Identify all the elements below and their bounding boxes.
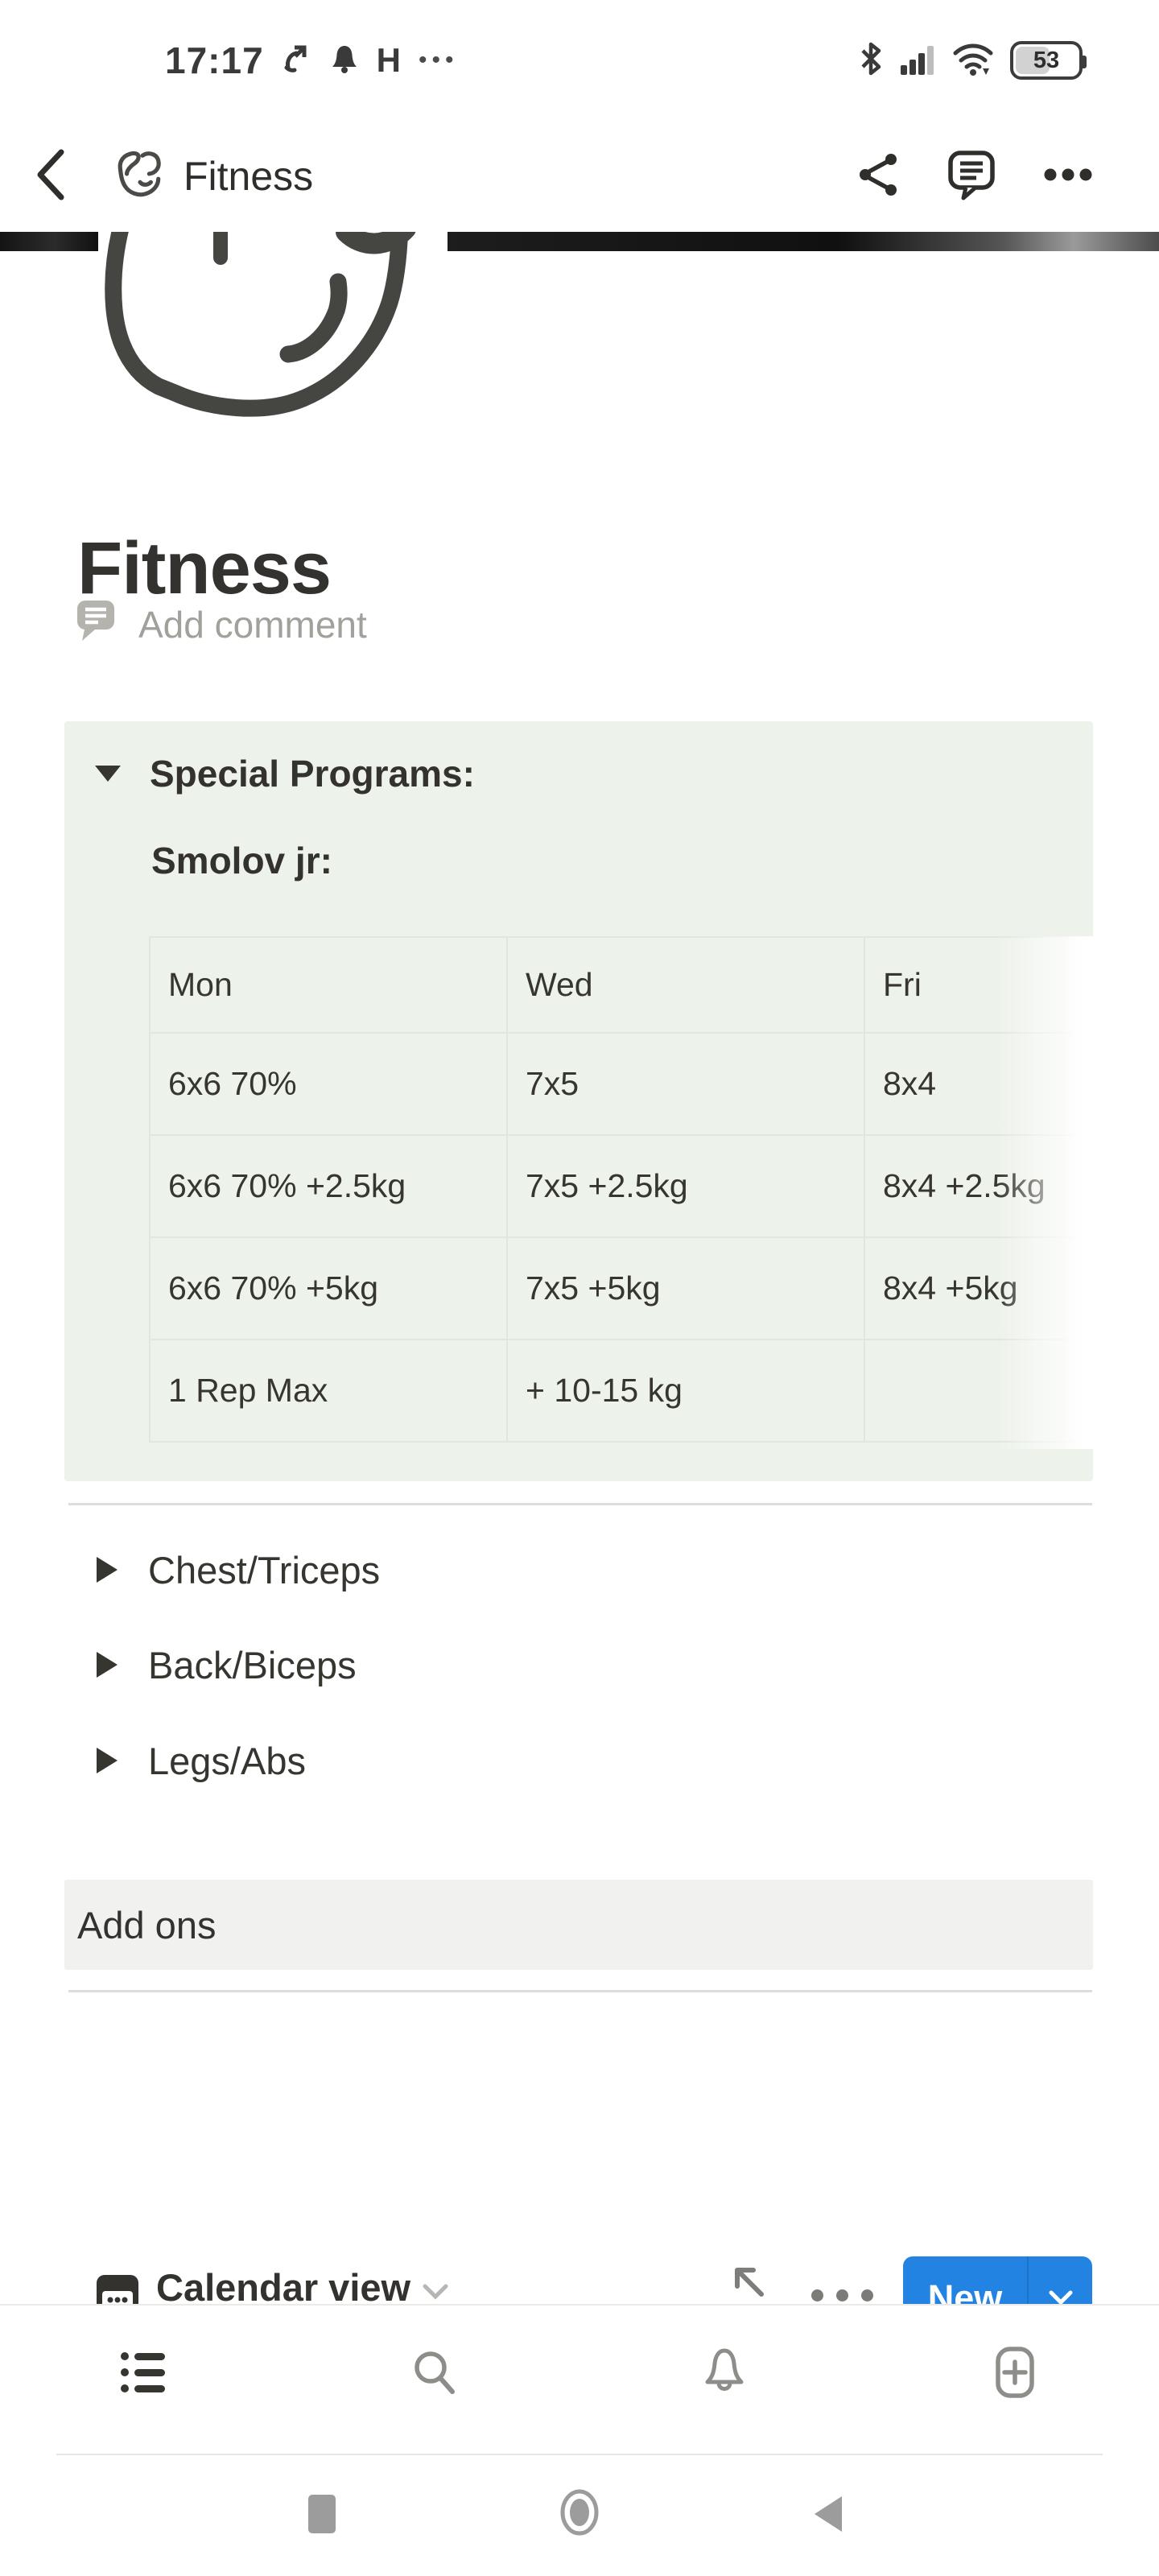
call-forward-icon — [282, 43, 312, 78]
cover-image-right — [448, 232, 1159, 251]
table-cell[interactable]: 7x5 +5kg — [506, 1236, 865, 1340]
toggle-back-biceps[interactable]: Back/Biceps — [68, 1636, 1092, 1694]
special-programs-toggle[interactable]: Special Programs: — [95, 752, 475, 795]
toggle-closed-icon[interactable] — [97, 1748, 118, 1773]
table-row: 6x6 70% +2.5kg 7x5 +2.5kg 8x4 +2.5kg — [149, 1134, 1093, 1238]
page-muscle-icon — [113, 148, 166, 205]
divider — [56, 2454, 1103, 2455]
table-col-mon[interactable]: Mon — [149, 936, 508, 1034]
table-row: 1 Rep Max + 10-15 kg — [149, 1339, 1093, 1443]
recents-button[interactable] — [308, 2495, 336, 2533]
table-cell[interactable]: 6x6 70% — [149, 1032, 508, 1136]
divider — [68, 1990, 1092, 1992]
table-cell[interactable]: 6x6 70% +5kg — [149, 1236, 508, 1340]
new-button-label[interactable]: New — [927, 2277, 1003, 2304]
table-col-wed[interactable]: Wed — [506, 936, 865, 1034]
alarm-bell-icon — [330, 43, 359, 79]
table-cell[interactable]: 7x5 +2.5kg — [506, 1134, 865, 1238]
signal-strength-icon — [899, 41, 936, 80]
toggle-closed-icon[interactable] — [97, 1557, 118, 1583]
add-comment-button[interactable]: Add comment — [74, 597, 367, 651]
android-navigation-bar — [0, 2455, 1159, 2576]
calendar-icon — [95, 2273, 140, 2304]
back-nav-button[interactable] — [815, 2496, 842, 2532]
bluetooth-icon — [859, 41, 883, 80]
status-more-icon: ••• — [419, 47, 459, 73]
top-nav-bar: Fitness — [0, 121, 1159, 232]
table-header-row: Mon Wed Fri — [149, 936, 1093, 1034]
divider — [68, 1503, 1092, 1505]
toggle-closed-icon[interactable] — [97, 1652, 118, 1678]
new-button[interactable]: New — [903, 2256, 1092, 2304]
view-options-icon[interactable] — [811, 2289, 873, 2301]
comments-icon[interactable] — [947, 149, 996, 204]
toggle-legs-abs[interactable]: Legs/Abs — [68, 1732, 1092, 1790]
notifications-bell-icon[interactable] — [698, 2346, 751, 2399]
view-name[interactable]: Calendar view — [156, 2266, 411, 2304]
page-title[interactable]: Fitness — [77, 526, 332, 609]
cover-image-left — [0, 232, 98, 251]
add-comment-label: Add comment — [138, 603, 367, 646]
add-ons-block[interactable]: Add ons — [64, 1880, 1093, 1970]
comment-bubble-icon — [74, 597, 118, 651]
status-bar: 17:17 H ••• 53 — [0, 0, 1159, 121]
page-icon-doodle[interactable] — [98, 232, 448, 427]
more-options-icon[interactable] — [1043, 167, 1093, 186]
new-button-chevron-icon[interactable] — [1029, 2256, 1092, 2304]
table-cell[interactable]: 7x5 — [506, 1032, 865, 1136]
table-row: 6x6 70% 7x5 8x4 — [149, 1032, 1093, 1136]
expand-view-icon[interactable] — [731, 2264, 773, 2304]
smolov-table[interactable]: Mon Wed Fri 6x6 70% 7x5 8x4 6x6 70% +2.5… — [149, 936, 1093, 1449]
table-cell[interactable]: 6x6 70% +2.5kg — [149, 1134, 508, 1238]
special-programs-block: Special Programs: Smolov jr: Mon Wed Fri… — [64, 721, 1093, 1481]
battery-percent: 53 — [1033, 47, 1060, 73]
share-icon[interactable] — [856, 151, 900, 202]
special-programs-label: Special Programs: — [150, 753, 475, 795]
battery-nub — [1082, 56, 1087, 68]
battery-fill — [1016, 47, 1050, 74]
wifi-icon — [952, 41, 994, 80]
bottom-toolbar — [0, 2304, 1159, 2454]
nav-page-title: Fitness — [184, 154, 314, 199]
status-time: 17:17 — [165, 39, 264, 81]
back-button[interactable] — [34, 147, 66, 206]
outline-list-icon[interactable] — [118, 2346, 171, 2399]
new-button-divider — [1027, 2256, 1029, 2304]
home-button[interactable] — [559, 2487, 600, 2541]
toggle-label: Chest/Triceps — [148, 1548, 381, 1591]
table-row: 6x6 70% +5kg 7x5 +5kg 8x4 +5kg — [149, 1236, 1093, 1340]
add-ons-label: Add ons — [77, 1903, 217, 1946]
search-icon[interactable] — [408, 2346, 461, 2399]
toggle-chest-triceps[interactable]: Chest/Triceps — [68, 1541, 1092, 1599]
table-scroll-fade — [996, 936, 1093, 1449]
add-page-icon[interactable] — [988, 2346, 1041, 2399]
toggle-open-icon[interactable] — [95, 766, 121, 782]
network-type-indicator: H — [376, 41, 401, 79]
database-view-bar: Calendar view New — [0, 2238, 1159, 2304]
table-cell[interactable]: 1 Rep Max — [149, 1339, 508, 1443]
toggle-label: Legs/Abs — [148, 1739, 306, 1782]
toggle-label: Back/Biceps — [148, 1643, 357, 1686]
battery-indicator: 53 — [1010, 41, 1087, 80]
smolov-subtitle: Smolov jr: — [151, 840, 332, 881]
table-cell[interactable]: + 10-15 kg — [506, 1339, 865, 1443]
view-chevron-down-icon[interactable] — [422, 2283, 449, 2304]
